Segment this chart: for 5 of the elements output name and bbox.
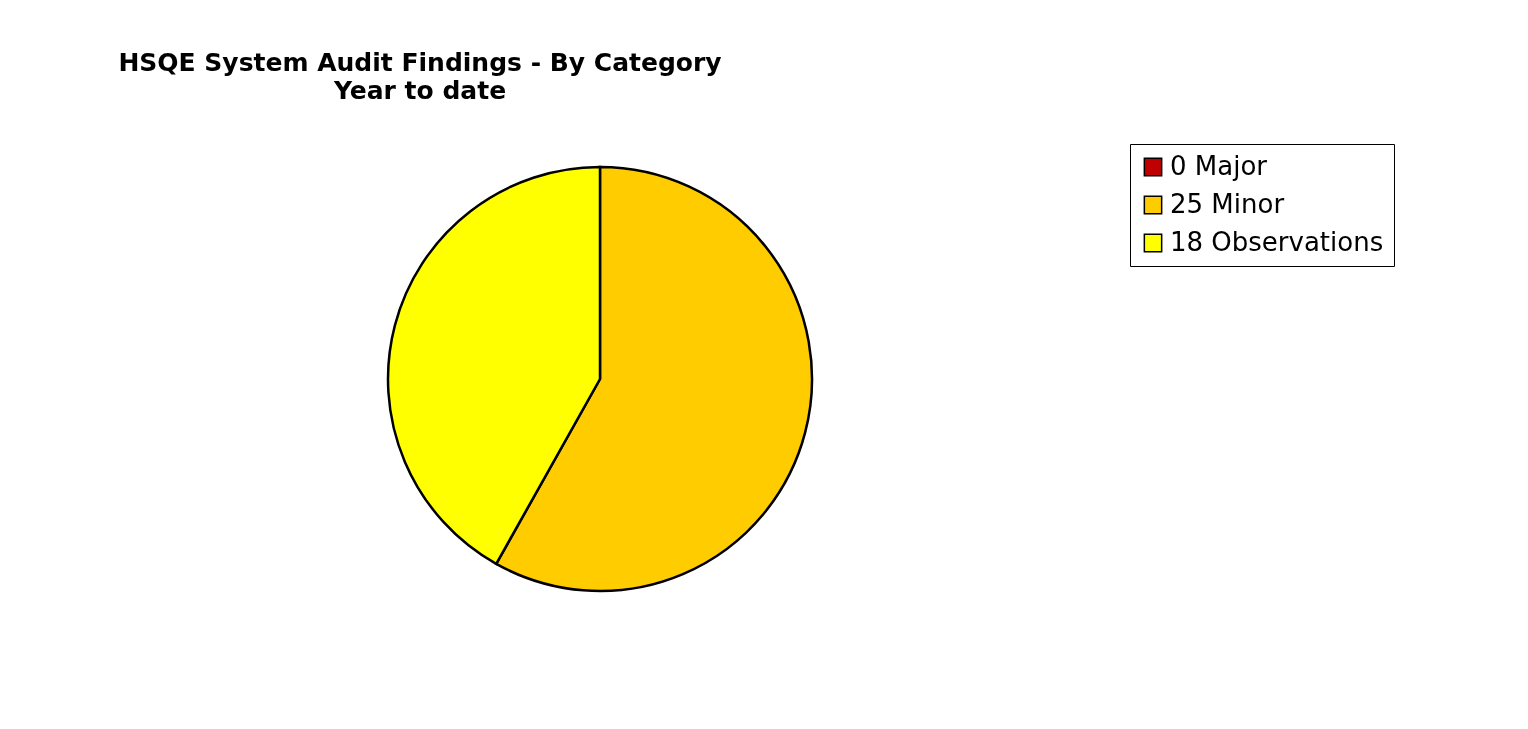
chart-subtitle: Year to date <box>332 75 507 105</box>
legend-label: 0 Major <box>1170 151 1268 181</box>
legend-label: 18 Observations <box>1170 227 1384 257</box>
chart-title: HSQE System Audit Findings - By Category <box>118 47 722 77</box>
legend-label: 25 Minor <box>1170 189 1285 219</box>
